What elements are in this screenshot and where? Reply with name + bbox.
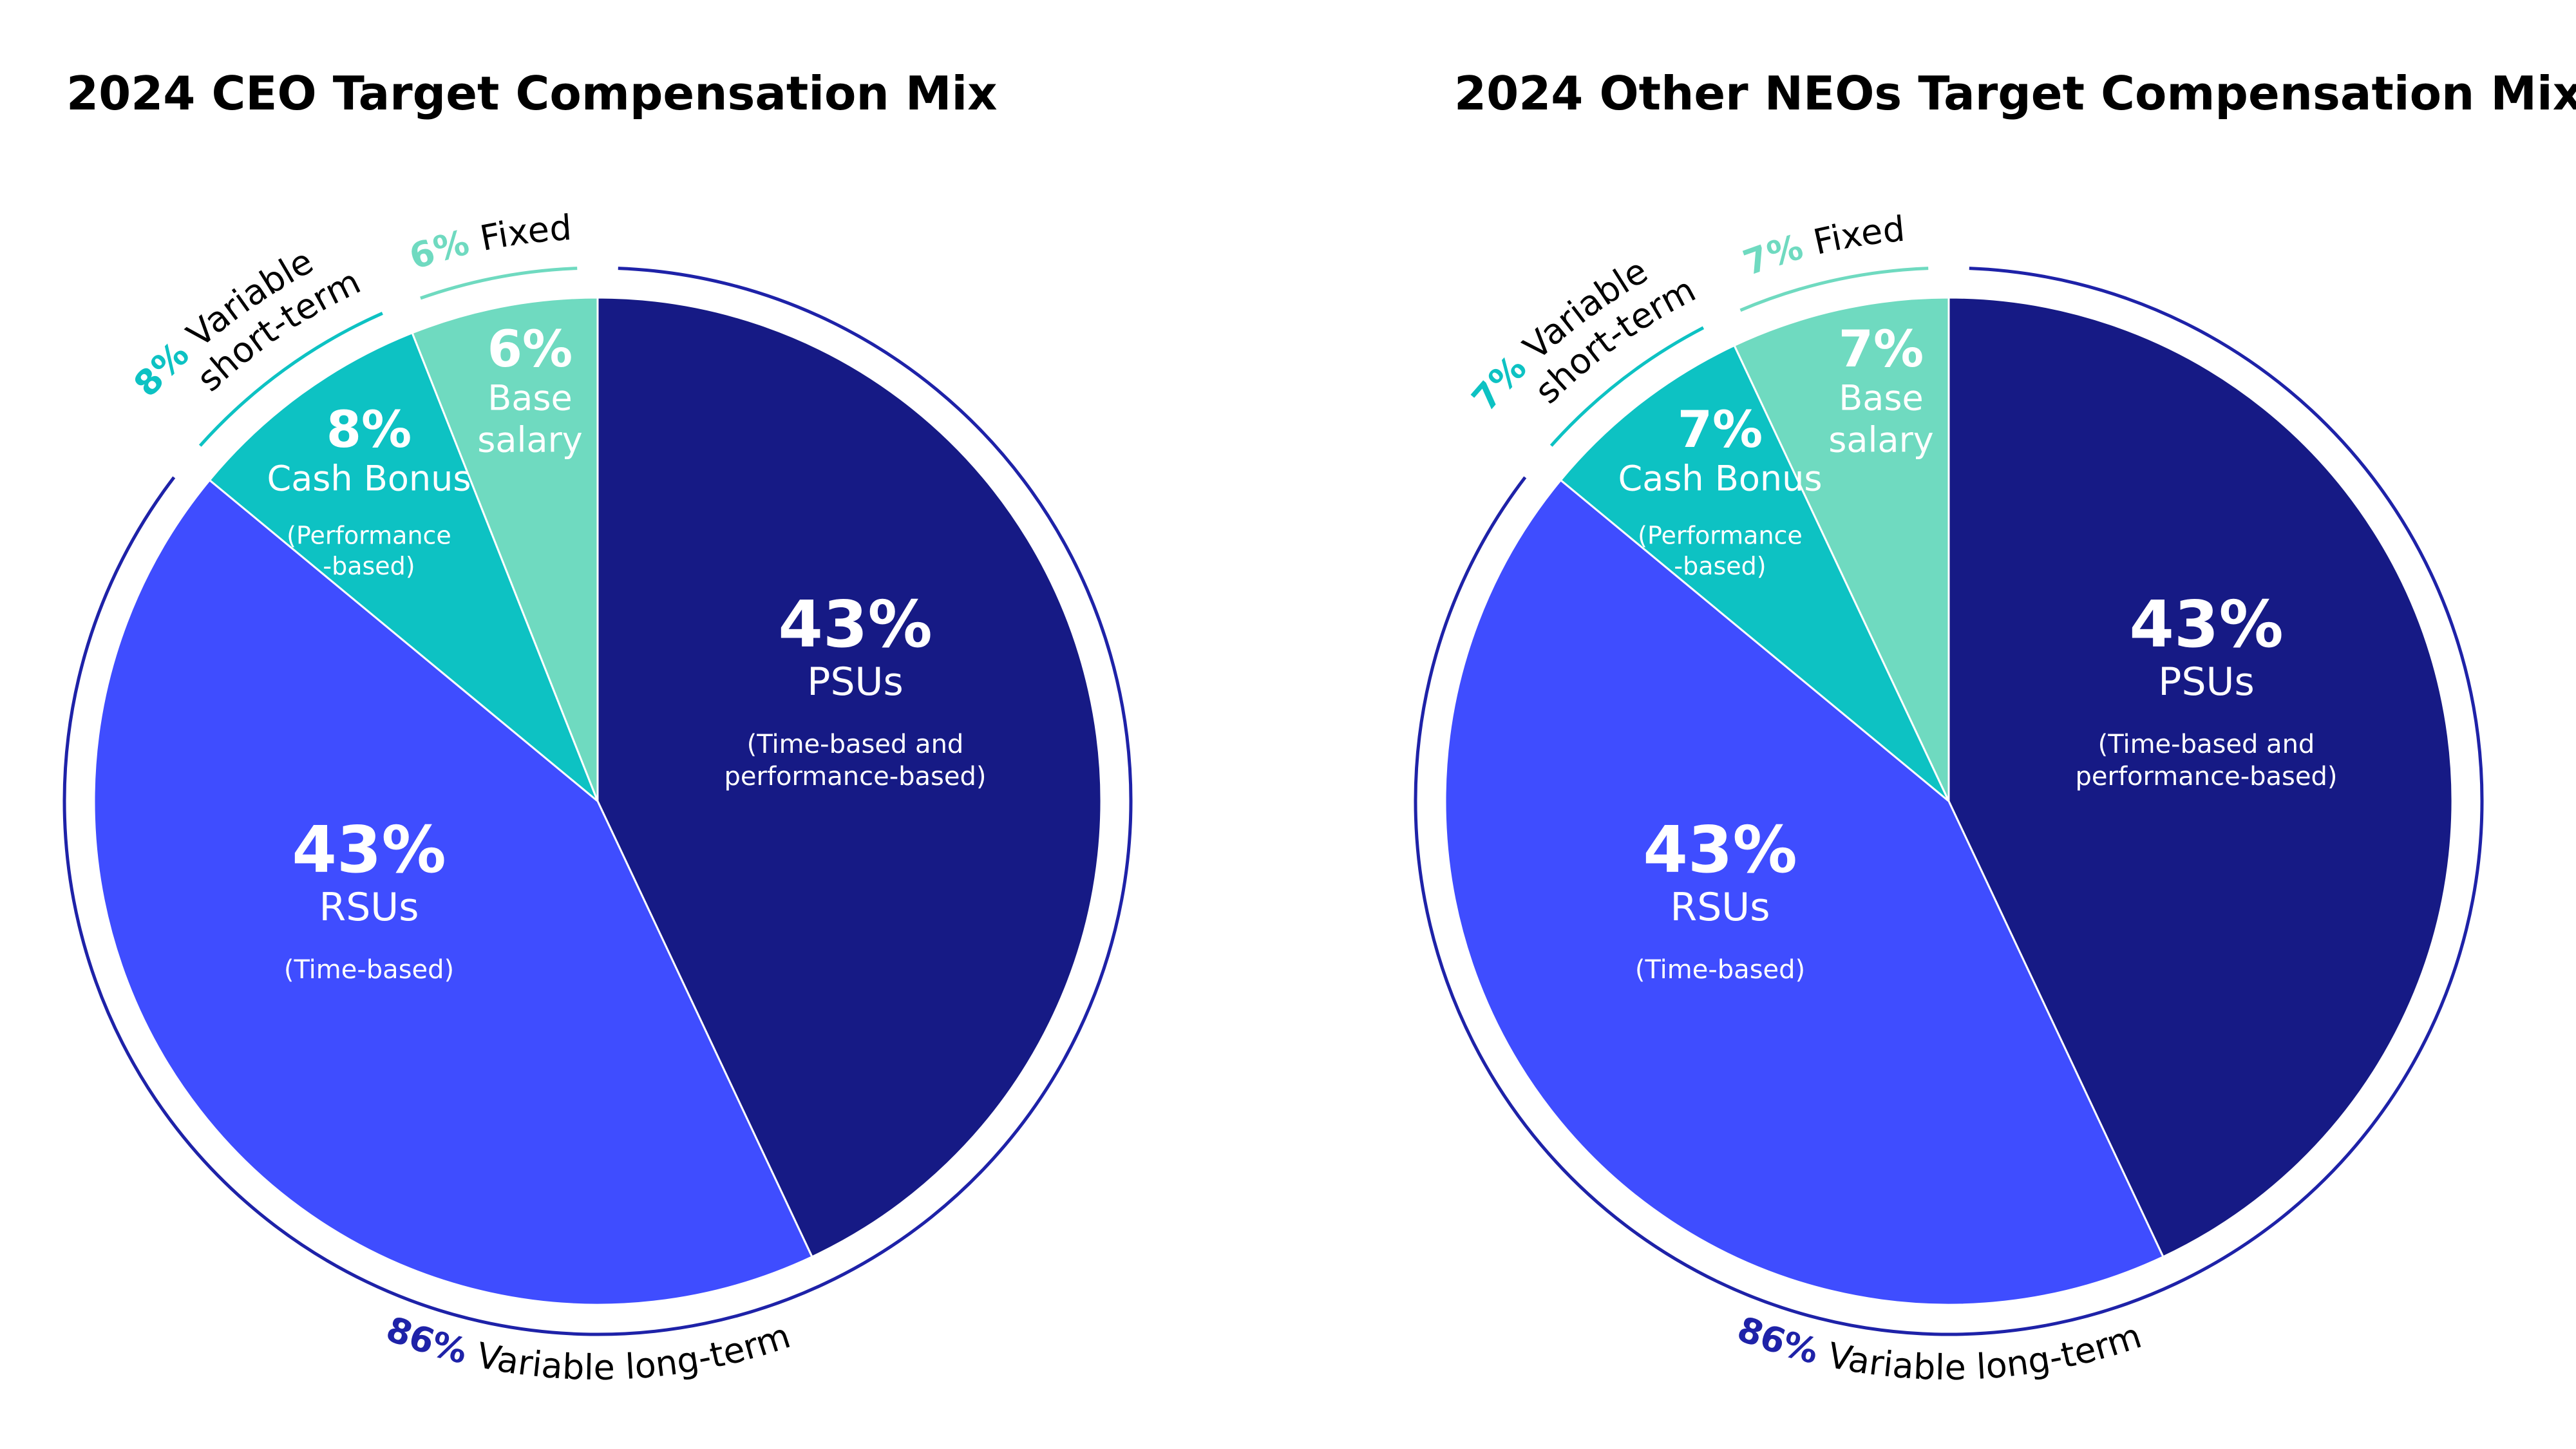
- slice-value-label: 6%: [488, 321, 573, 379]
- slice-name-label: Cash Bonus: [1618, 459, 1823, 499]
- slice-sublabel: -based): [323, 552, 415, 580]
- variable-long-term-label: 86% Variable long-term: [381, 1309, 795, 1388]
- slice-name-label: PSUs: [2158, 659, 2254, 705]
- pie-slice-rsus: [93, 478, 813, 1306]
- pie-slice-psus: [596, 296, 1103, 1258]
- neo-chart-title: 2024 Other NEOs Target Compensation Mix: [1454, 66, 2576, 120]
- slice-sublabel: performance-based): [2076, 762, 2338, 791]
- slice-name-label: RSUs: [1671, 885, 1770, 930]
- slice-name-label: Cash Bonus: [267, 459, 471, 499]
- pie-slice-cash-bonus: [208, 331, 599, 802]
- slice-sublabel: (Performance: [287, 521, 451, 549]
- pie-slice-psus: [1947, 296, 2454, 1258]
- group-ring-fixed: [1739, 267, 1929, 312]
- slice-name-label: Base: [488, 378, 573, 419]
- slice-value-label: 43%: [292, 812, 446, 887]
- slice-sublabel: performance-based): [724, 762, 987, 791]
- slice-name-label: RSUs: [319, 885, 419, 930]
- ceo-chart-title: 2024 CEO Target Compensation Mix: [66, 66, 998, 120]
- slice-value-label: 7%: [1678, 401, 1763, 459]
- group-ring-fixed: [420, 267, 578, 300]
- slice-sublabel: (Time-based and: [2098, 730, 2315, 759]
- slice-sublabel: (Performance: [1638, 521, 1803, 549]
- group-ring-variable-long-term: [62, 267, 1133, 1336]
- variable-long-term-label: 86% Variable long-term: [1732, 1309, 2146, 1388]
- neo-pie-chart: 43%PSUs(Time-based andperformance-based)…: [1414, 209, 2484, 1388]
- slice-name-label: salary: [477, 419, 582, 460]
- ceo-pie-chart: 43%PSUs(Time-based andperformance-based)…: [62, 207, 1133, 1388]
- slice-sublabel: (Time-based): [284, 955, 454, 985]
- group-ring-variable-short-term: [198, 312, 383, 447]
- slice-value-label: 7%: [1839, 321, 1924, 379]
- group-ring-variable-long-term: [1414, 267, 2484, 1336]
- pie-slice-cash-bonus: [1559, 344, 1950, 802]
- slice-sublabel: (Time-based and: [747, 730, 964, 759]
- slice-value-label: 43%: [1643, 812, 1797, 887]
- pie-slice-base-salary: [411, 296, 599, 802]
- slice-sublabel: -based): [1674, 552, 1766, 580]
- slice-value-label: 8%: [327, 401, 412, 459]
- pie-slice-rsus: [1444, 478, 2164, 1306]
- slice-name-label: PSUs: [807, 659, 903, 705]
- fixed-label: 6% Fixed: [404, 207, 573, 278]
- slice-name-label: Base: [1839, 378, 1924, 419]
- slice-value-label: 43%: [2129, 587, 2283, 662]
- group-ring-variable-short-term: [1549, 326, 1705, 447]
- slice-sublabel: (Time-based): [1635, 955, 1805, 985]
- slice-value-label: 43%: [778, 587, 932, 662]
- slice-name-label: salary: [1828, 419, 1933, 460]
- pie-slice-base-salary: [1733, 296, 1950, 802]
